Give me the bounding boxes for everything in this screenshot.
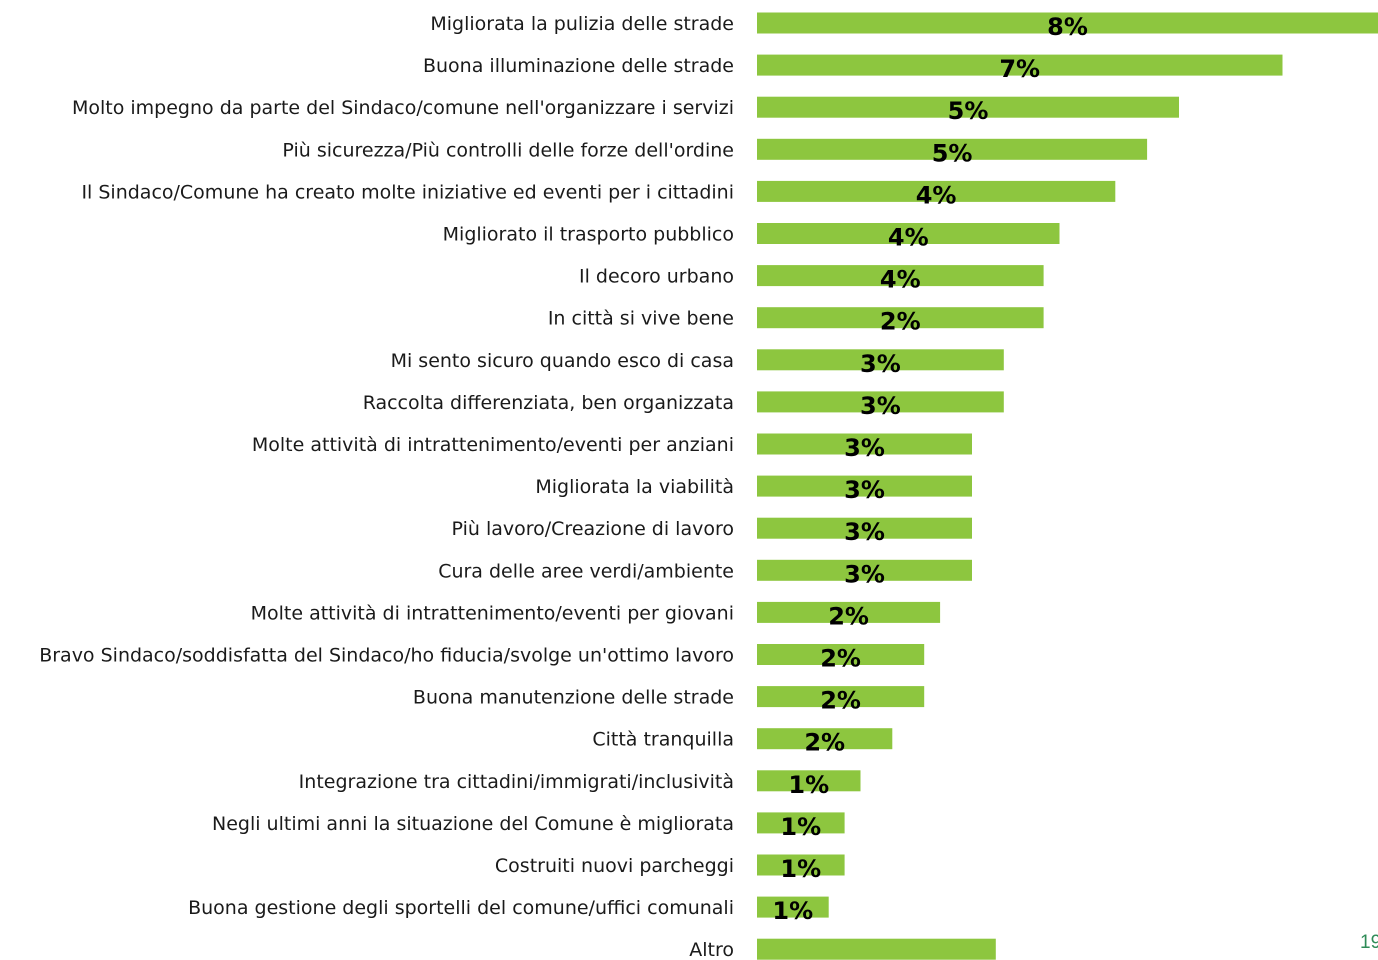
value-label-12: 3% — [844, 518, 885, 546]
category-label-20: Costruiti nuovi parcheggi — [495, 855, 734, 877]
value-label-3: 5% — [932, 139, 973, 167]
value-label-9: 3% — [860, 392, 901, 420]
category-label-12: Più lavoro/Creazione di lavoro — [452, 518, 734, 540]
value-labels-group: 8%7% 5% 5% 4% 4% 4% 2% 3% 3% 3% 3% 3% 3% 2% 2% 2% 2% 1% 1%… — [772, 13, 1087, 925]
value-label-6: 4% — [880, 266, 921, 294]
value-label-0: 8% — [1047, 13, 1088, 41]
category-label-16: Buona manutenzione delle strade — [413, 687, 734, 709]
bar-3 — [757, 138, 1148, 160]
category-label-4: Il Sindaco/Comune ha creato molte inizia… — [81, 181, 734, 203]
value-label-18: 1% — [788, 771, 829, 799]
value-label-7: 2% — [880, 308, 921, 336]
bar-4 — [757, 180, 1116, 202]
bar-17 — [757, 728, 893, 750]
category-label-1: Buona illuminazione delle strade — [423, 55, 734, 77]
bar-18 — [757, 770, 861, 792]
category-label-19: Negli ultimi anni la situazione del Comu… — [212, 813, 734, 835]
value-label-19: 1% — [780, 813, 821, 841]
category-label-0: Migliorata la pulizia delle strade — [430, 13, 734, 35]
bar-22 — [757, 938, 996, 960]
category-label-7: In città si vive bene — [548, 308, 734, 330]
category-label-3: Più sicurezza/Più controlli delle forze … — [282, 139, 734, 161]
category-label-11: Migliorata la viabilità — [535, 476, 734, 498]
value-label-2: 5% — [948, 97, 989, 125]
category-label-22: Altro — [689, 939, 734, 960]
category-labels-group: Migliorata la pulizia delle strade Buona … — [39, 13, 734, 960]
bar-0 — [757, 12, 1378, 34]
category-label-15: Bravo Sindaco/soddisfatta del Sindaco/ho… — [39, 645, 734, 667]
bar-21 — [757, 896, 829, 918]
bar-14 — [757, 601, 941, 623]
category-label-18: Integrazione tra cittadini/immigrati/inc… — [299, 771, 734, 793]
bar-15 — [757, 644, 925, 665]
category-label-14: Molte attività di intrattenimento/eventi… — [251, 602, 734, 624]
bar-7 — [757, 307, 1044, 329]
bar-11 — [757, 475, 972, 497]
value-label-1: 7% — [999, 55, 1040, 83]
category-label-21: Buona gestione degli sportelli del comun… — [188, 897, 734, 919]
category-label-17: Città tranquilla — [592, 729, 734, 751]
bar-10 — [757, 433, 972, 455]
value-label-4: 4% — [916, 181, 957, 209]
bar-9 — [757, 391, 1004, 413]
bar-8 — [757, 349, 1004, 371]
bar-1 — [757, 54, 1283, 76]
category-label-10: Molte attività di intrattenimento/eventi… — [252, 434, 734, 456]
category-label-5: Migliorato il trasporto pubblico — [443, 224, 734, 246]
value-label-16: 2% — [820, 687, 861, 715]
value-label-10: 3% — [844, 434, 885, 462]
category-label-9: Raccolta differenziata, ben organizzata — [363, 392, 734, 414]
value-label-11: 3% — [844, 476, 885, 504]
page-number: 19 — [1360, 932, 1378, 953]
category-label-6: Il decoro urbano — [579, 266, 734, 288]
value-label-14: 2% — [828, 602, 869, 630]
value-label-5: 4% — [888, 224, 929, 252]
bar-20 — [757, 854, 845, 876]
bar-2 — [757, 96, 1179, 118]
value-label-13: 3% — [844, 560, 885, 588]
bars-group — [757, 12, 1378, 960]
category-label-8: Mi sento sicuro quando esco di casa — [391, 350, 734, 372]
value-label-15: 2% — [820, 645, 861, 673]
bar-16 — [757, 686, 925, 708]
bar-13 — [757, 559, 972, 581]
value-label-8: 3% — [860, 350, 901, 378]
category-label-2: Molto impegno da parte del Sindaco/comun… — [72, 97, 734, 119]
category-label-13: Cura delle aree verdi/ambiente — [438, 560, 734, 582]
bar-19 — [757, 812, 845, 834]
value-label-21: 1% — [772, 897, 813, 925]
value-label-17: 2% — [804, 729, 845, 757]
bar-5 — [757, 223, 1060, 244]
bar-6 — [757, 265, 1044, 287]
bar-12 — [757, 517, 972, 539]
value-label-20: 1% — [780, 855, 821, 883]
